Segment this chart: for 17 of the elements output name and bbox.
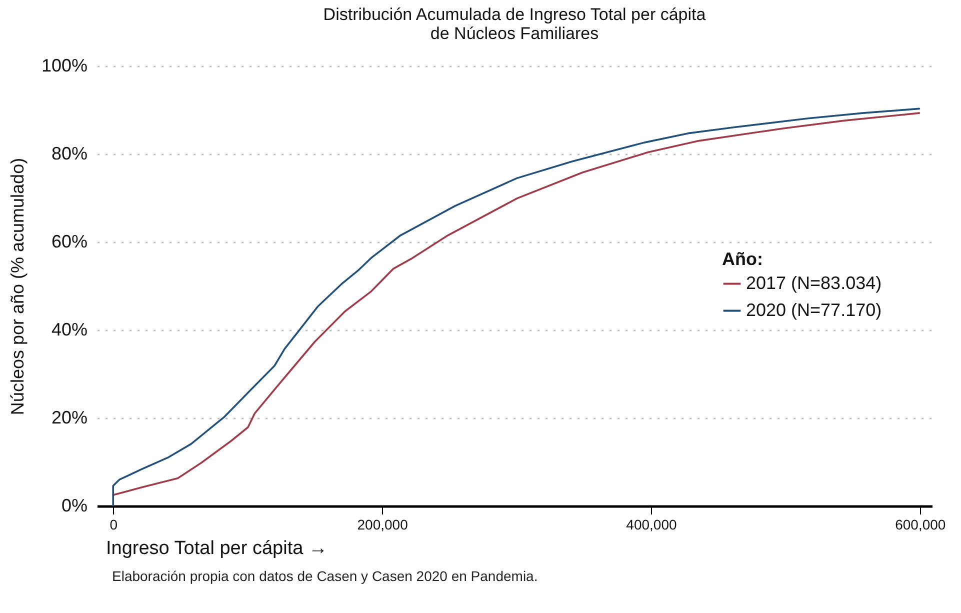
legend-title: Año:: [722, 248, 763, 269]
y-tick-label: 0%: [61, 496, 88, 516]
y-tick-label: 40%: [51, 320, 88, 340]
legend-label: 2020 (N=77.170): [746, 300, 882, 320]
x-tick-label: 0: [110, 516, 118, 532]
text: Elaboración propia con datos de Casen y Casen 2020 en Pandemia.: [112, 568, 539, 584]
x-axis-title: Ingreso Total per cápita →: [106, 538, 328, 560]
y-tick-label: 100%: [41, 56, 88, 76]
y-tick-label: 80%: [51, 144, 88, 164]
x-tick-label: 400,000: [626, 516, 677, 532]
x-tick-label: 600,000: [895, 516, 946, 532]
legend-label: 2017 (N=83.034): [746, 272, 882, 293]
chart-title: Distribución Acumulada de Ingreso Total per cápita de Núcleos Familiares: [323, 5, 706, 43]
y-tick-label: 60%: [51, 232, 88, 252]
y-axis-title: Núcleos por año (% acumulado): [7, 158, 28, 416]
x-tick-label: 200,000: [357, 516, 408, 532]
y-tick-label: 20%: [51, 408, 88, 428]
